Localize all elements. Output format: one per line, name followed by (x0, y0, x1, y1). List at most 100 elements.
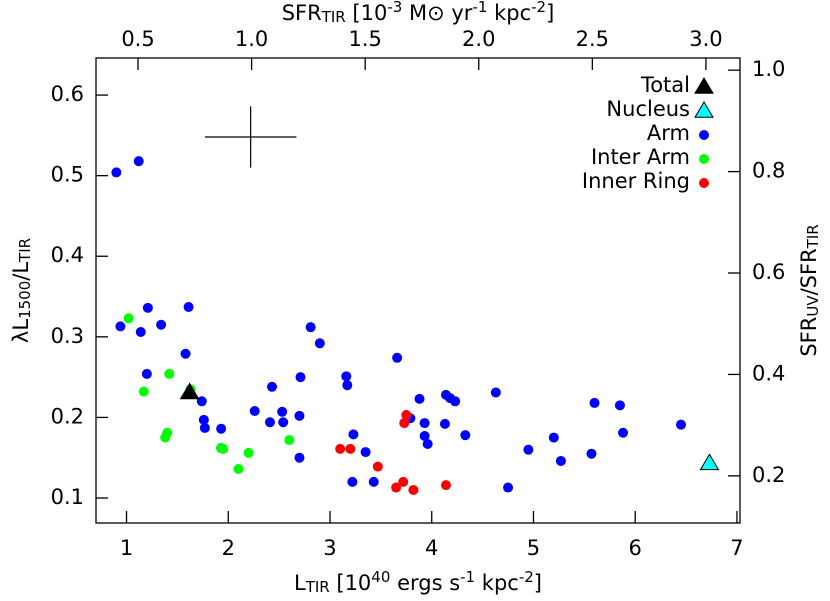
point (142, 302, 153, 313)
x2-axis-label-part: kpc (487, 1, 531, 25)
x2-axis-label-part: [10 (346, 1, 388, 25)
y2-tick-label: 1.0 (752, 57, 785, 81)
point (199, 422, 210, 433)
point (294, 410, 305, 421)
x-tick-label: 6 (629, 536, 642, 560)
legend-swatch (694, 101, 714, 118)
point (589, 397, 600, 408)
legend-label: Inner Ring (582, 169, 690, 193)
y-tick-label: 0.3 (51, 324, 84, 348)
point (341, 371, 352, 382)
legend-swatch (699, 154, 709, 164)
legend-label: Arm (647, 121, 690, 145)
point (342, 380, 353, 391)
point (277, 406, 288, 417)
point (141, 368, 152, 379)
x-tick-label: 4 (425, 536, 438, 560)
y2-axis-label-part: /SFR (797, 248, 821, 295)
x2-tick-label: 0.5 (121, 27, 154, 51)
y-tick-label: 0.4 (51, 243, 84, 267)
point (216, 423, 227, 434)
x-axis-label-part: -2 (519, 568, 534, 586)
y-axis-label: λL1500/LTIR (9, 238, 34, 343)
x2-tick-label: 2.5 (576, 27, 609, 51)
point (278, 417, 289, 428)
point (162, 427, 173, 438)
point (267, 381, 278, 392)
point (249, 405, 260, 416)
x2-tick-label: 1.0 (235, 27, 268, 51)
point (335, 443, 346, 454)
point (503, 482, 514, 493)
point (460, 430, 471, 441)
point (218, 443, 229, 454)
point (243, 447, 254, 458)
point (391, 482, 402, 493)
point (233, 464, 244, 475)
x2-tick-label: 1.5 (348, 27, 381, 51)
point (419, 430, 430, 441)
x-axis-label: LTIR [1040 ergs s-1 kpc-2] (294, 568, 542, 597)
x2-tick-label: 2.0 (462, 27, 495, 51)
point (111, 167, 122, 178)
triangle-point (699, 453, 720, 471)
x2-axis-label-part: -1 (472, 0, 487, 16)
point (440, 480, 451, 491)
x2-axis-label-part: SFR (282, 1, 322, 25)
x2-axis-label-part: -2 (531, 0, 546, 16)
y-tick-label: 0.5 (51, 163, 84, 187)
y-axis-label-part: /L (9, 262, 33, 281)
point (614, 400, 625, 411)
point (135, 327, 146, 338)
point (360, 447, 371, 458)
point (548, 432, 559, 443)
point (115, 321, 126, 332)
x2-axis-label-part: -3 (387, 0, 402, 16)
point (196, 396, 207, 407)
point (401, 410, 412, 421)
legend-label: Nucleus (606, 97, 690, 121)
point (295, 372, 306, 383)
x-axis-label-part: ergs s (390, 571, 460, 595)
point (180, 348, 191, 359)
point (368, 476, 379, 487)
y-axis-label-part: λL (9, 319, 33, 343)
point (555, 455, 566, 466)
x-axis-label-part: 40 (371, 568, 390, 586)
point (123, 313, 134, 324)
triangle-point (179, 382, 200, 400)
legend-label: Total (640, 73, 690, 97)
x-axis-label-part: ] (534, 571, 542, 595)
point (164, 368, 175, 379)
x-axis-label-part: L (294, 571, 306, 595)
point (284, 434, 295, 445)
x-axis-label-part: kpc (475, 571, 519, 595)
y2-axis-label-part: TIR (804, 224, 822, 249)
legend-swatch (699, 130, 709, 140)
point (450, 396, 461, 407)
x-axis-label-part: TIR (305, 578, 330, 596)
x-tick-label: 7 (730, 536, 743, 560)
y-axis-label-part: 1500 (16, 281, 34, 319)
point (198, 414, 209, 425)
point (618, 427, 629, 438)
point (372, 461, 383, 472)
y-axis-label-part: TIR (16, 238, 34, 263)
plot-frame (95, 57, 741, 524)
point (156, 319, 167, 330)
point (133, 156, 144, 167)
y2-tick-label: 0.6 (752, 260, 785, 284)
y2-axis-label-part: UV (804, 295, 822, 317)
x2-axis-label-part: ] (546, 1, 554, 25)
y2-tick-label: 0.2 (752, 463, 785, 487)
point (305, 322, 316, 333)
x-tick-label: 2 (222, 536, 235, 560)
point (347, 476, 358, 487)
legend-swatch (699, 178, 709, 188)
y-tick-label: 0.2 (51, 404, 84, 428)
point (294, 452, 305, 463)
x-axis-label-part: -1 (460, 568, 475, 586)
point (183, 302, 194, 313)
x2-tick-label: 3.0 (689, 27, 722, 51)
